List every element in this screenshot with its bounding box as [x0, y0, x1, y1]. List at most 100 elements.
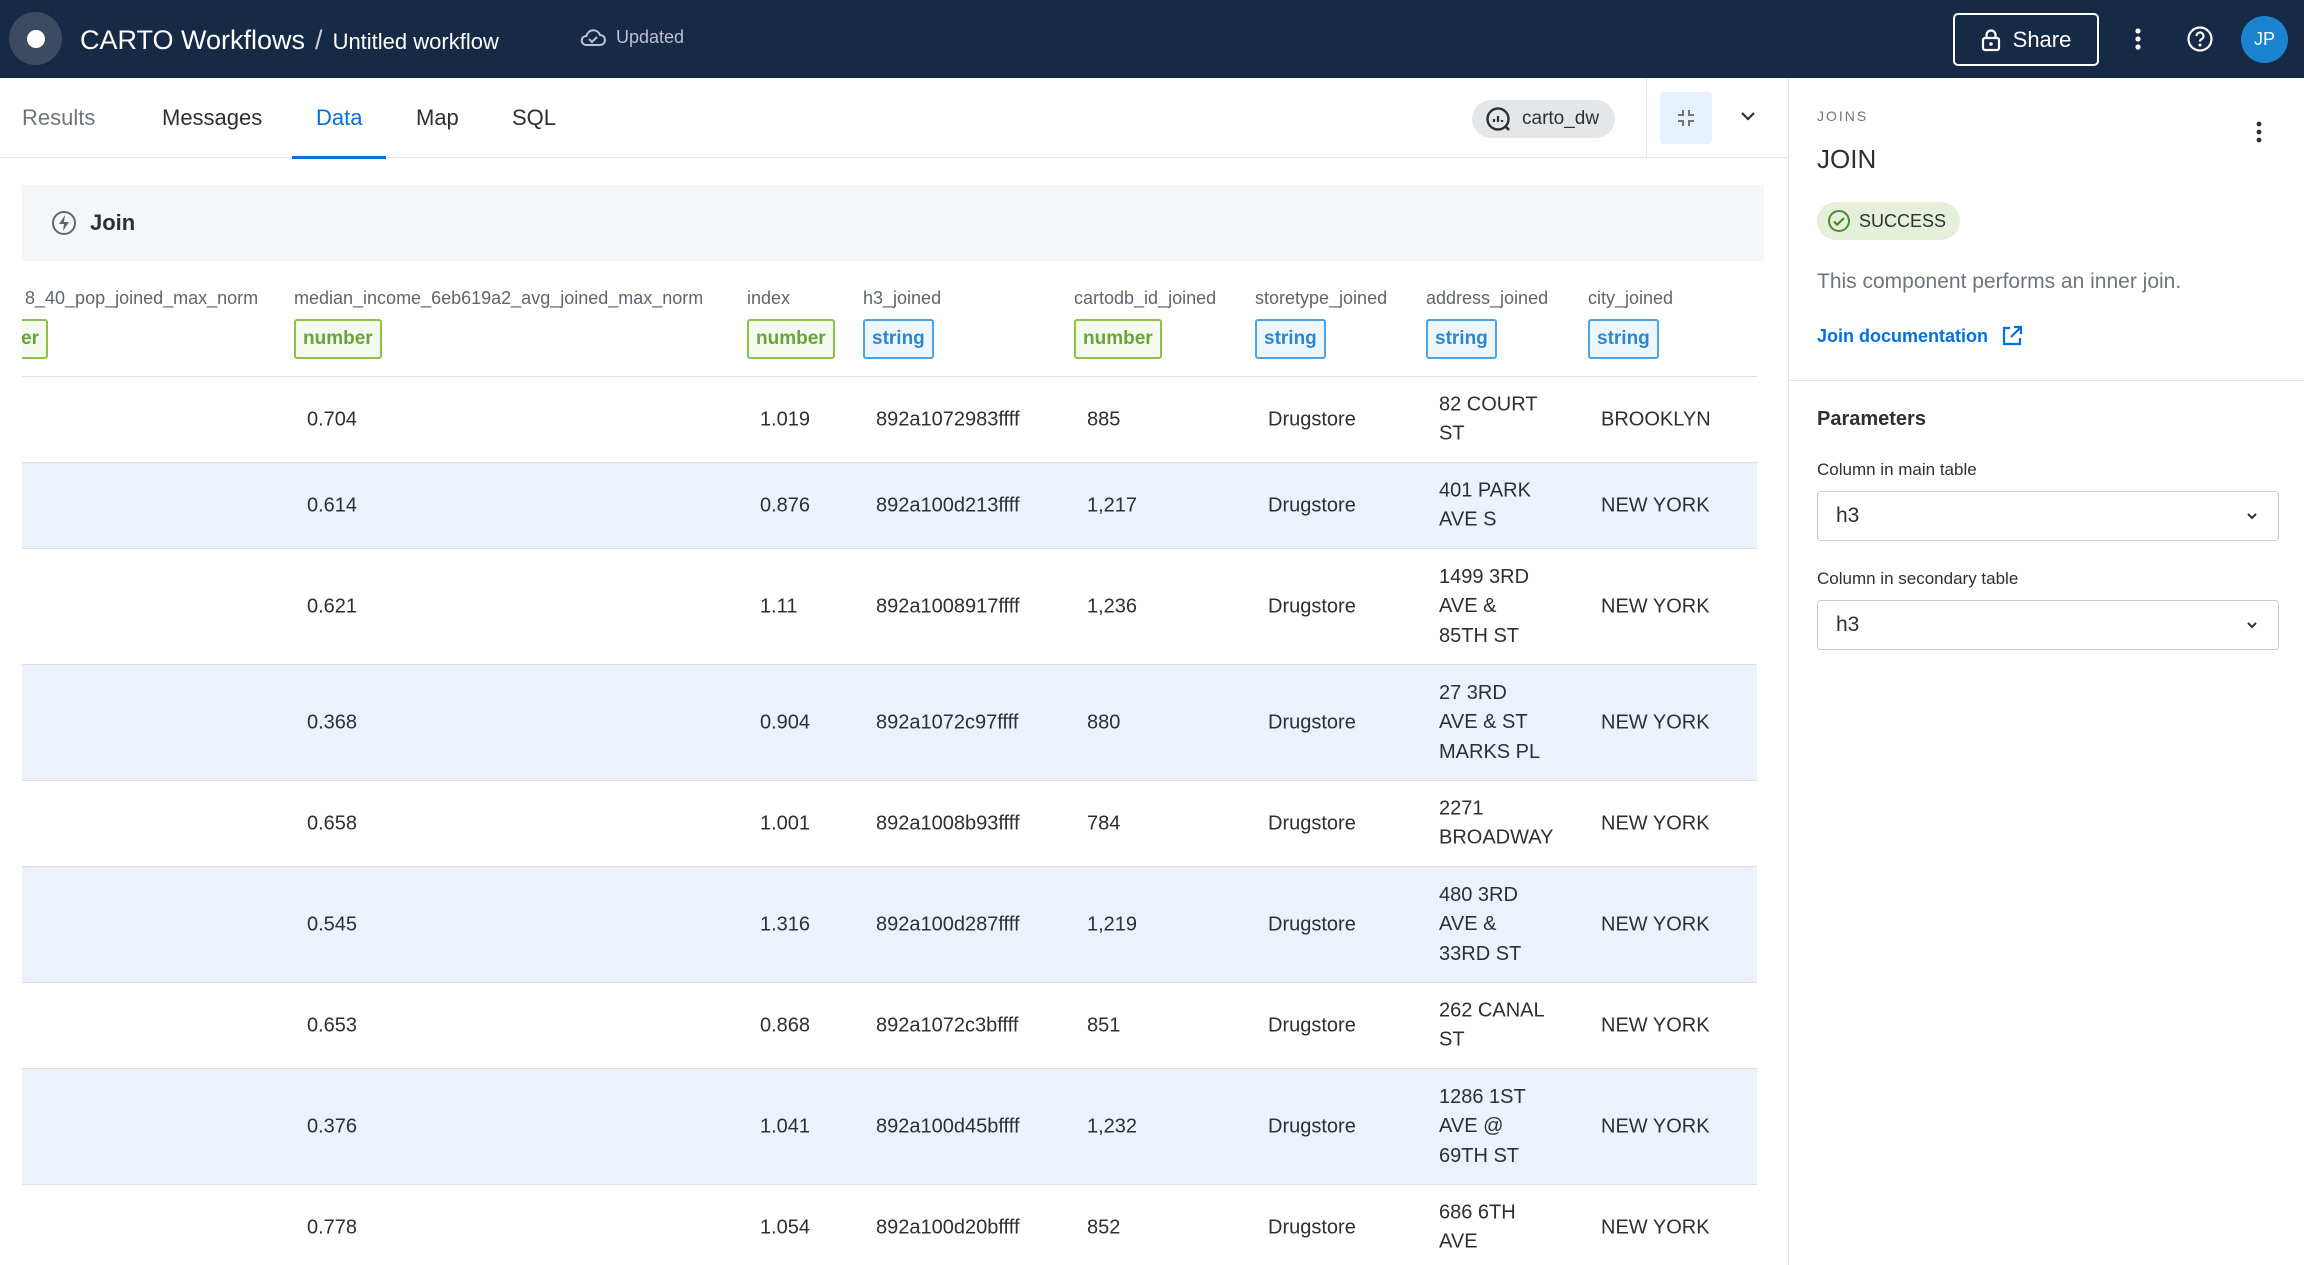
- cell-median-income: 0.545: [307, 913, 358, 935]
- column-header[interactable]: cartodb_id_joined: [1074, 288, 1217, 308]
- cell-index: 1.054: [760, 1216, 811, 1238]
- collapse-icon: [1678, 110, 1694, 126]
- status-label: SUCCESS: [1859, 210, 1947, 231]
- type-chip-number: number: [747, 319, 835, 359]
- cell-median-income: 0.614: [307, 494, 358, 516]
- connection-name: carto_dw: [1522, 108, 1600, 129]
- secondary-table-column-label: Column in secondary table: [1817, 569, 2019, 588]
- connection-chip[interactable]: carto_dw: [1472, 100, 1616, 138]
- cell-cartodb-id: 852: [1087, 1216, 1121, 1238]
- type-chip-string: string: [1588, 319, 1659, 359]
- table-row[interactable]: 0.376 1.041 892a100d45bffff 1,232 Drugst…: [22, 1069, 1757, 1185]
- cell-h3: 892a100d20bffff: [876, 1216, 1020, 1238]
- component-category: JOINS: [1817, 108, 1869, 124]
- cell-median-income: 0.621: [307, 595, 358, 617]
- tab-map[interactable]: Map: [416, 105, 459, 130]
- home-dot-icon: [26, 29, 45, 48]
- table-row[interactable]: 0.778 1.054 892a100d20bffff 852 Drugstor…: [22, 1185, 1757, 1265]
- top-bar: CARTO Workflows / Untitled workflow Update…: [0, 0, 2304, 78]
- cell-index: 1.041: [760, 1115, 811, 1137]
- tab-results[interactable]: Results: [22, 105, 96, 130]
- cell-cartodb-id: 885: [1087, 408, 1121, 430]
- cell-storetype: Drugstore: [1268, 595, 1356, 617]
- cell-address: 686 6TH AVE: [1439, 1201, 1516, 1253]
- table-row[interactable]: 0.621 1.11 892a1008917ffff 1,236 Drugsto…: [22, 549, 1757, 665]
- chevron-down-icon: [2247, 622, 2257, 629]
- more-options-icon[interactable]: [2249, 118, 2269, 146]
- cell-city: NEW YORK: [1601, 1216, 1710, 1238]
- column-header[interactable]: storetype_joined: [1255, 288, 1388, 308]
- component-description: This component performs an inner join.: [1817, 270, 2182, 293]
- table-row[interactable]: 0.704 1.019 892a1072983ffff 885 Drugstor…: [22, 377, 1757, 463]
- more-options-icon[interactable]: [2126, 25, 2150, 53]
- data-table-area: Join 8_40_pop_joined_max_norm median_inc…: [22, 185, 1764, 1265]
- tab-sql[interactable]: SQL: [512, 105, 557, 130]
- tab-messages[interactable]: Messages: [162, 105, 263, 130]
- column-header[interactable]: index: [747, 288, 791, 308]
- type-chip-number: number: [294, 319, 382, 359]
- column-header[interactable]: address_joined: [1426, 288, 1549, 308]
- cell-city: NEW YORK: [1601, 595, 1710, 617]
- cell-h3: 892a1072983ffff: [876, 408, 1020, 430]
- cell-h3: 892a1008b93ffff: [876, 812, 1020, 834]
- chevron-down-icon: [2247, 513, 2257, 520]
- app-title[interactable]: CARTO Workflows: [80, 25, 306, 55]
- table-row[interactable]: 0.545 1.316 892a100d287ffff 1,219 Drugst…: [22, 867, 1757, 983]
- table-row[interactable]: 0.368 0.904 892a1072c97ffff 880 Drugstor…: [22, 665, 1757, 781]
- cell-city: NEW YORK: [1601, 1014, 1710, 1036]
- cell-index: 0.904: [760, 711, 811, 733]
- table-row[interactable]: 0.614 0.876 892a100d213ffff 1,217 Drugst…: [22, 463, 1757, 549]
- type-chip-number: number: [1074, 319, 1162, 359]
- main-table-column-label: Column in main table: [1817, 460, 1977, 479]
- join-bolt-icon: [52, 211, 76, 235]
- chevron-down-icon[interactable]: [1736, 104, 1760, 128]
- cell-index: 0.868: [760, 1014, 811, 1036]
- type-chip-string: string: [863, 319, 934, 359]
- cell-cartodb-id: 1,236: [1087, 595, 1138, 617]
- column-header[interactable]: city_joined: [1588, 288, 1674, 308]
- column-header[interactable]: h3_joined: [863, 288, 942, 308]
- table-row[interactable]: 0.658 1.001 892a1008b93ffff 784 Drugstor…: [22, 781, 1757, 867]
- cell-storetype: Drugstore: [1268, 812, 1356, 834]
- secondary-table-column-value: h3: [1836, 613, 1860, 636]
- main-table-column-select[interactable]: h3: [1817, 491, 2279, 541]
- type-chip-number: er: [22, 319, 48, 359]
- home-button[interactable]: [9, 12, 62, 65]
- collapse-panel-button[interactable]: [1660, 92, 1712, 144]
- cell-median-income: 0.376: [307, 1115, 358, 1137]
- cell-address: 27 3RD AVE & ST MARKS PL: [1439, 681, 1541, 763]
- cell-cartodb-id: 880: [1087, 711, 1121, 733]
- cell-storetype: Drugstore: [1268, 913, 1356, 935]
- help-icon[interactable]: [2186, 25, 2214, 53]
- cell-city: NEW YORK: [1601, 1115, 1710, 1137]
- share-button[interactable]: Share: [1953, 13, 2099, 66]
- table-body: 0.704 1.019 892a1072983ffff 885 Drugstor…: [22, 377, 1757, 1265]
- data-warehouse-icon: [1486, 107, 1510, 131]
- cell-city: BROOKLYN: [1601, 408, 1711, 430]
- cell-index: 1.316: [760, 913, 811, 935]
- column-header[interactable]: 8_40_pop_joined_max_norm: [25, 288, 259, 308]
- cell-address: 401 PARK AVE S: [1439, 479, 1531, 531]
- component-title: JOIN: [1817, 144, 1877, 174]
- cell-address: 1499 3RD AVE & 85TH ST: [1439, 565, 1530, 647]
- cell-index: 1.11: [760, 595, 798, 617]
- documentation-link[interactable]: Join documentation: [1817, 324, 2024, 348]
- breadcrumb-separator: /: [315, 25, 323, 55]
- secondary-table-column-select[interactable]: h3: [1817, 600, 2279, 650]
- status-badge: SUCCESS: [1817, 202, 1961, 240]
- column-header[interactable]: median_income_6eb619a2_avg_joined_max_no…: [294, 288, 704, 308]
- cell-h3: 892a100d287ffff: [876, 913, 1020, 935]
- cell-index: 1.001: [760, 812, 811, 834]
- cell-storetype: Drugstore: [1268, 711, 1356, 733]
- user-avatar[interactable]: JP: [2241, 16, 2288, 63]
- parameters-heading: Parameters: [1817, 408, 1926, 430]
- cell-storetype: Drugstore: [1268, 408, 1356, 430]
- cell-city: NEW YORK: [1601, 913, 1710, 935]
- cell-h3: 892a1072c3bffff: [876, 1014, 1019, 1036]
- main-table-column-value: h3: [1836, 504, 1860, 527]
- cell-storetype: Drugstore: [1268, 1014, 1356, 1036]
- cell-cartodb-id: 1,217: [1087, 494, 1138, 516]
- table-row[interactable]: 0.653 0.868 892a1072c3bffff 851 Drugstor…: [22, 983, 1757, 1069]
- tab-data[interactable]: Data: [291, 78, 388, 159]
- workflow-name[interactable]: Untitled workflow: [332, 29, 499, 54]
